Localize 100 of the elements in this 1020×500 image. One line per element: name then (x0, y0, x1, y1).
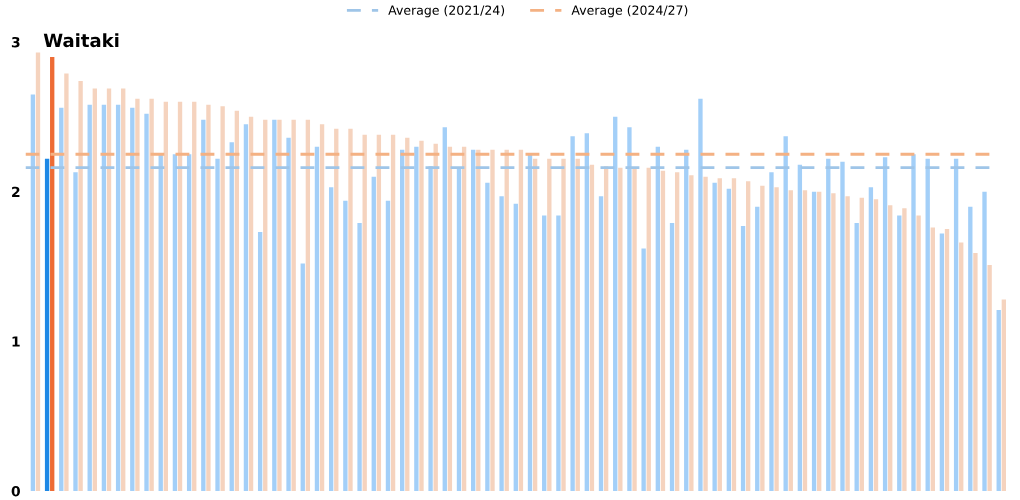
bar (660, 170, 666, 491)
bar (698, 98, 703, 491)
bar (362, 134, 367, 491)
bar (527, 154, 533, 491)
bar (490, 149, 495, 491)
bar (234, 110, 240, 491)
bar (575, 158, 580, 491)
bar (746, 181, 751, 491)
bar (461, 146, 467, 491)
bar (229, 142, 234, 491)
bar (911, 154, 916, 491)
bar (177, 101, 183, 491)
bar (627, 127, 632, 491)
bar (121, 88, 126, 491)
y-tick-label: 2 (12, 186, 20, 197)
bar (419, 140, 424, 491)
bar (87, 104, 92, 491)
bar (826, 158, 831, 491)
bar (513, 203, 518, 491)
bar (485, 182, 490, 491)
bar (328, 187, 334, 491)
bar (603, 166, 609, 491)
bar (130, 107, 135, 491)
bar (348, 128, 353, 491)
bar (263, 119, 268, 491)
bar (433, 143, 438, 491)
bar (50, 56, 55, 491)
bar (561, 158, 566, 491)
bar (400, 149, 405, 491)
bar (314, 146, 320, 491)
bar (902, 208, 907, 491)
bar (319, 124, 325, 491)
bar (542, 215, 547, 491)
bar (442, 127, 447, 491)
bar (243, 124, 249, 491)
bar (172, 154, 178, 491)
bar (939, 233, 945, 491)
bar (845, 196, 850, 491)
bar (215, 158, 220, 491)
bar (447, 146, 453, 491)
y-tick-label: 0 (11, 485, 20, 497)
bar (987, 265, 992, 491)
bar (712, 182, 717, 491)
bar (385, 200, 391, 491)
bar (376, 134, 382, 491)
bar (518, 149, 524, 491)
bar (897, 215, 902, 491)
bar (144, 113, 149, 491)
bar (674, 172, 680, 491)
legend-label: Average (2021/24) (388, 5, 505, 18)
bar (598, 196, 604, 491)
bar (277, 119, 282, 491)
bar (149, 98, 154, 491)
bar (959, 242, 964, 491)
bar (73, 172, 78, 491)
bar (286, 137, 291, 491)
bar (831, 193, 836, 491)
bar (570, 136, 575, 491)
bar (854, 223, 859, 491)
bar (343, 200, 348, 491)
bar (740, 226, 746, 491)
bar (641, 248, 646, 491)
bar (717, 178, 722, 491)
bar (504, 149, 509, 491)
bar (811, 191, 817, 491)
y-tick-label: 1 (12, 336, 20, 347)
bar (556, 215, 561, 491)
bar (726, 188, 732, 491)
bar (163, 101, 168, 491)
bar (101, 104, 107, 491)
bar (613, 116, 618, 491)
bar (774, 187, 779, 491)
bar (206, 104, 211, 491)
bar (684, 149, 689, 491)
bar (186, 154, 192, 491)
bar (476, 149, 481, 491)
bar (272, 119, 277, 491)
bar (953, 158, 959, 491)
bar (868, 187, 874, 491)
bar (456, 167, 462, 491)
bar (1001, 299, 1007, 491)
bar (703, 176, 708, 491)
bar (925, 158, 930, 491)
bar (859, 197, 864, 491)
bar (646, 167, 651, 491)
bar (731, 178, 737, 491)
bar (618, 167, 623, 491)
bar (755, 206, 760, 491)
bar (797, 164, 803, 491)
bar (305, 119, 311, 491)
bar (632, 167, 637, 491)
bar (357, 223, 362, 491)
bar (300, 263, 305, 491)
bar (499, 196, 504, 491)
bar (968, 206, 973, 491)
bar (390, 134, 396, 491)
bar (888, 205, 893, 491)
bar (982, 191, 987, 491)
bar (802, 190, 808, 491)
bar (532, 158, 538, 491)
